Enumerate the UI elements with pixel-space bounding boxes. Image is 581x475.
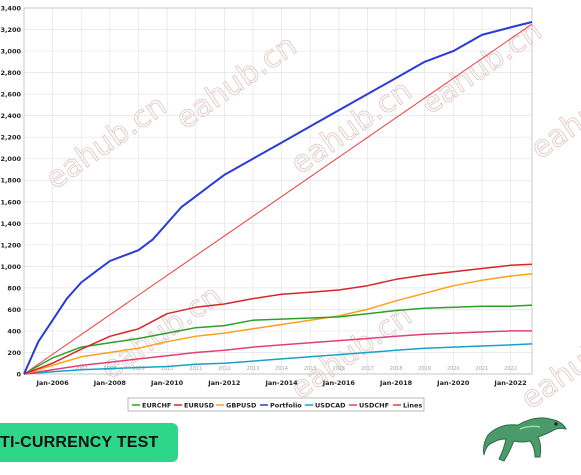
legend: EURCHF EURUSD GBPUSD Portfolio USDCAD USDCHF L… [127, 397, 425, 412]
watermark-text: eahub.cn [515, 308, 581, 416]
x-tick-label: Jan-2022 [493, 379, 526, 387]
year-label: 2021 [476, 366, 489, 372]
legend-label: USDCAD [315, 401, 346, 409]
y-tick-label: 2,200 [0, 134, 21, 142]
legend-label: GBPUSD [226, 401, 257, 409]
series-eurusd [23, 263, 533, 375]
badge-label: TI-CURRENCY TEST [0, 434, 159, 451]
year-label: 2009 [132, 366, 145, 372]
legend-label: EURUSD [184, 401, 215, 409]
x-tick-labels: Jan-2006 Jan-2008 Jan-2010 Jan-2012 Jan-2014… [36, 379, 527, 387]
y-tick-label: 400 [7, 327, 21, 335]
watermark-text: eahub.cn [170, 28, 304, 136]
x-tick-label: Jan-2018 [379, 379, 413, 387]
legend-label: Lines [403, 401, 422, 409]
y-tick-label: 2,400 [0, 112, 21, 120]
series-usdchf [23, 330, 532, 375]
y-tick-label: 1,400 [0, 220, 21, 228]
year-label: 2011 [189, 366, 202, 372]
y-tick-label: 1,200 [0, 241, 21, 249]
x-tick-label: Jan-2006 [36, 379, 70, 387]
y-tick-label: 1,600 [0, 198, 21, 206]
year-label: 2010 [161, 366, 174, 372]
x-tick-label: Jan-2016 [322, 379, 356, 387]
y-tick-labels: 0 200 400 600 800 1,000 1,200 1,400 1,600 1,800 2,… [0, 5, 21, 379]
y-tick-label: 600 [7, 306, 21, 314]
x-tick-label: Jan-2008 [93, 379, 127, 387]
legend-label: EURCHF [142, 401, 171, 409]
y-tick-label: 0 [16, 371, 21, 379]
year-label: 2019 [418, 366, 431, 372]
y-tick-label: 3,200 [0, 26, 21, 34]
y-tick-label: 1,800 [0, 177, 21, 185]
y-tick-label: 800 [7, 284, 21, 292]
plot-area-border [23, 7, 533, 375]
series-portfolio [23, 21, 533, 375]
y-tick-label: 2,000 [0, 155, 21, 163]
x-tick-label: Jan-2014 [264, 379, 298, 387]
series-eurchf [23, 304, 533, 375]
year-label: 2018 [390, 366, 403, 372]
y-tick-label: 2,600 [0, 91, 21, 99]
series-lines [23, 23, 533, 375]
year-label: 2013 [247, 366, 260, 372]
y-tick-label: 3,400 [0, 5, 21, 13]
chart-frame [23, 7, 533, 375]
x-tick-label: Jan-2020 [436, 379, 470, 387]
legend-box [127, 397, 425, 412]
year-label: 2022 [504, 366, 517, 372]
watermark-text: eahub.cn [285, 73, 419, 181]
y-tick-label: 1,000 [0, 263, 21, 271]
year-label: 2014 [275, 366, 288, 372]
x-tick-label: Jan-2010 [150, 379, 184, 387]
series-lines [23, 21, 533, 375]
lizard-mascot-icon [483, 417, 567, 462]
series-gbpusd [23, 273, 533, 375]
year-label: 2012 [218, 366, 231, 372]
y-tick-label: 200 [7, 349, 21, 357]
series-usdcad [23, 343, 533, 375]
year-label: 2017 [361, 366, 374, 372]
year-label: 2020 [447, 366, 460, 372]
y-tick-label: 2,800 [0, 69, 21, 77]
legend-label: USDCHF [359, 401, 389, 409]
x-tick-label: Jan-2012 [207, 379, 240, 387]
year-label: 2016 [332, 366, 345, 372]
legend-label: Portfolio [270, 401, 302, 409]
watermark-text: eahub.cn [525, 58, 581, 166]
year-label: 2015 [304, 366, 317, 372]
test-badge: TI-CURRENCY TEST [0, 423, 178, 462]
y-tick-label: 3,000 [0, 48, 21, 56]
